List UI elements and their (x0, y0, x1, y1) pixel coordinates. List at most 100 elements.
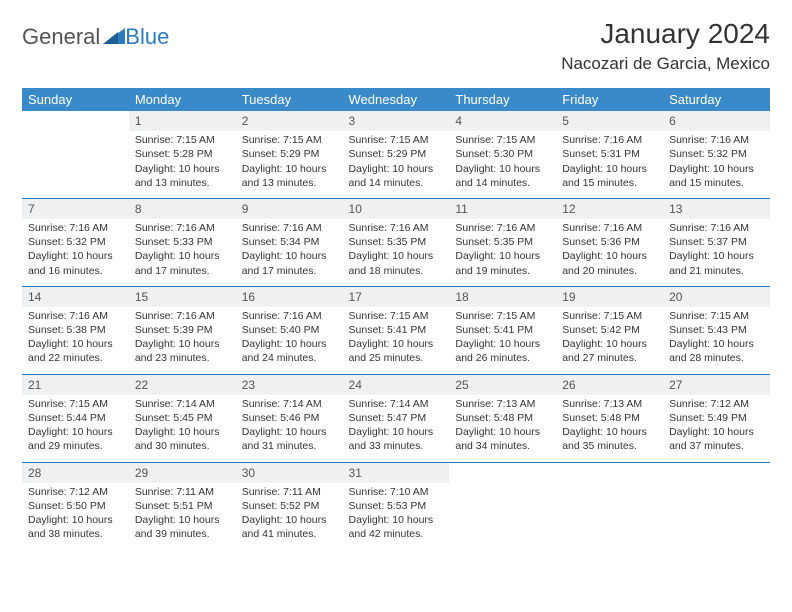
day-number-cell: 8 (129, 199, 236, 219)
sunrise-line: Sunrise: 7:15 AM (455, 133, 550, 147)
day-detail-cell: Sunrise: 7:15 AMSunset: 5:28 PMDaylight:… (129, 131, 236, 198)
sunrise-line: Sunrise: 7:16 AM (669, 133, 764, 147)
sunrise-line: Sunrise: 7:15 AM (242, 133, 337, 147)
daylight-line: Daylight: 10 hours and 42 minutes. (349, 513, 444, 541)
sunrise-line: Sunrise: 7:16 AM (135, 221, 230, 235)
sunset-line: Sunset: 5:36 PM (562, 235, 657, 249)
sunrise-line: Sunrise: 7:14 AM (242, 397, 337, 411)
sunrise-line: Sunrise: 7:16 AM (455, 221, 550, 235)
sunrise-line: Sunrise: 7:16 AM (562, 221, 657, 235)
daylight-line: Daylight: 10 hours and 20 minutes. (562, 249, 657, 277)
sunset-line: Sunset: 5:53 PM (349, 499, 444, 513)
daynum-row: 14151617181920 (22, 287, 770, 307)
daylight-line: Daylight: 10 hours and 30 minutes. (135, 425, 230, 453)
daylight-line: Daylight: 10 hours and 25 minutes. (349, 337, 444, 365)
sunset-line: Sunset: 5:45 PM (135, 411, 230, 425)
day-detail-cell: Sunrise: 7:15 AMSunset: 5:42 PMDaylight:… (556, 307, 663, 374)
sunset-line: Sunset: 5:37 PM (669, 235, 764, 249)
daylight-line: Daylight: 10 hours and 18 minutes. (349, 249, 444, 277)
sunrise-line: Sunrise: 7:16 AM (28, 221, 123, 235)
daylight-line: Daylight: 10 hours and 37 minutes. (669, 425, 764, 453)
day-number-cell: 24 (343, 375, 450, 395)
day-detail-cell: Sunrise: 7:16 AMSunset: 5:39 PMDaylight:… (129, 307, 236, 374)
day-number-cell: 20 (663, 287, 770, 307)
day-detail-cell: Sunrise: 7:16 AMSunset: 5:38 PMDaylight:… (22, 307, 129, 374)
title-block: January 2024 Nacozari de Garcia, Mexico (561, 18, 770, 74)
day-number-cell: 21 (22, 375, 129, 395)
day-detail-cell: Sunrise: 7:16 AMSunset: 5:40 PMDaylight:… (236, 307, 343, 374)
day-number-cell: 27 (663, 375, 770, 395)
detail-row: Sunrise: 7:16 AMSunset: 5:32 PMDaylight:… (22, 219, 770, 286)
day-number-cell (663, 463, 770, 483)
sunset-line: Sunset: 5:29 PM (349, 147, 444, 161)
daylight-line: Daylight: 10 hours and 19 minutes. (455, 249, 550, 277)
daylight-line: Daylight: 10 hours and 13 minutes. (135, 162, 230, 190)
sunrise-line: Sunrise: 7:16 AM (349, 221, 444, 235)
sunset-line: Sunset: 5:33 PM (135, 235, 230, 249)
sunrise-line: Sunrise: 7:12 AM (669, 397, 764, 411)
day-number-cell: 25 (449, 375, 556, 395)
day-number-cell: 30 (236, 463, 343, 483)
day-detail-cell: Sunrise: 7:16 AMSunset: 5:32 PMDaylight:… (663, 131, 770, 198)
weekday-header: Monday (129, 88, 236, 111)
day-number-cell: 31 (343, 463, 450, 483)
sunset-line: Sunset: 5:35 PM (455, 235, 550, 249)
day-number-cell: 14 (22, 287, 129, 307)
detail-row: Sunrise: 7:16 AMSunset: 5:38 PMDaylight:… (22, 307, 770, 374)
day-detail-cell: Sunrise: 7:16 AMSunset: 5:36 PMDaylight:… (556, 219, 663, 286)
sunset-line: Sunset: 5:34 PM (242, 235, 337, 249)
sunset-line: Sunset: 5:49 PM (669, 411, 764, 425)
day-number-cell: 10 (343, 199, 450, 219)
day-number-cell: 28 (22, 463, 129, 483)
daylight-line: Daylight: 10 hours and 14 minutes. (349, 162, 444, 190)
day-detail-cell: Sunrise: 7:16 AMSunset: 5:32 PMDaylight:… (22, 219, 129, 286)
sunrise-line: Sunrise: 7:16 AM (562, 133, 657, 147)
day-detail-cell: Sunrise: 7:14 AMSunset: 5:47 PMDaylight:… (343, 395, 450, 462)
daylight-line: Daylight: 10 hours and 31 minutes. (242, 425, 337, 453)
daynum-row: 28293031 (22, 463, 770, 483)
day-detail-cell: Sunrise: 7:16 AMSunset: 5:34 PMDaylight:… (236, 219, 343, 286)
day-number-cell: 16 (236, 287, 343, 307)
day-detail-cell: Sunrise: 7:15 AMSunset: 5:41 PMDaylight:… (449, 307, 556, 374)
weekday-header: Friday (556, 88, 663, 111)
daylight-line: Daylight: 10 hours and 16 minutes. (28, 249, 123, 277)
sunrise-line: Sunrise: 7:16 AM (669, 221, 764, 235)
sunset-line: Sunset: 5:30 PM (455, 147, 550, 161)
day-detail-cell: Sunrise: 7:16 AMSunset: 5:33 PMDaylight:… (129, 219, 236, 286)
day-detail-cell: Sunrise: 7:10 AMSunset: 5:53 PMDaylight:… (343, 483, 450, 550)
weekday-header: Sunday (22, 88, 129, 111)
weekday-header: Saturday (663, 88, 770, 111)
day-detail-cell: Sunrise: 7:15 AMSunset: 5:29 PMDaylight:… (236, 131, 343, 198)
daylight-line: Daylight: 10 hours and 29 minutes. (28, 425, 123, 453)
day-detail-cell (449, 483, 556, 550)
sunset-line: Sunset: 5:39 PM (135, 323, 230, 337)
day-detail-cell: Sunrise: 7:16 AMSunset: 5:31 PMDaylight:… (556, 131, 663, 198)
sunrise-line: Sunrise: 7:15 AM (349, 309, 444, 323)
weekday-header: Thursday (449, 88, 556, 111)
daylight-line: Daylight: 10 hours and 17 minutes. (135, 249, 230, 277)
sunrise-line: Sunrise: 7:14 AM (135, 397, 230, 411)
day-detail-cell: Sunrise: 7:15 AMSunset: 5:30 PMDaylight:… (449, 131, 556, 198)
sunrise-line: Sunrise: 7:15 AM (135, 133, 230, 147)
daylight-line: Daylight: 10 hours and 26 minutes. (455, 337, 550, 365)
sunset-line: Sunset: 5:48 PM (562, 411, 657, 425)
day-detail-cell: Sunrise: 7:15 AMSunset: 5:29 PMDaylight:… (343, 131, 450, 198)
sunset-line: Sunset: 5:52 PM (242, 499, 337, 513)
day-number-cell (449, 463, 556, 483)
daynum-row: 21222324252627 (22, 375, 770, 395)
day-number-cell: 29 (129, 463, 236, 483)
page-header: General Blue January 2024 Nacozari de Ga… (22, 18, 770, 74)
sunset-line: Sunset: 5:40 PM (242, 323, 337, 337)
brand-part1: General (22, 24, 100, 50)
day-detail-cell: Sunrise: 7:16 AMSunset: 5:35 PMDaylight:… (449, 219, 556, 286)
day-number-cell: 4 (449, 111, 556, 131)
day-number-cell: 5 (556, 111, 663, 131)
sunrise-line: Sunrise: 7:15 AM (28, 397, 123, 411)
day-number-cell: 18 (449, 287, 556, 307)
sunset-line: Sunset: 5:35 PM (349, 235, 444, 249)
daylight-line: Daylight: 10 hours and 33 minutes. (349, 425, 444, 453)
daylight-line: Daylight: 10 hours and 39 minutes. (135, 513, 230, 541)
day-number-cell: 23 (236, 375, 343, 395)
daylight-line: Daylight: 10 hours and 27 minutes. (562, 337, 657, 365)
sunrise-line: Sunrise: 7:15 AM (455, 309, 550, 323)
